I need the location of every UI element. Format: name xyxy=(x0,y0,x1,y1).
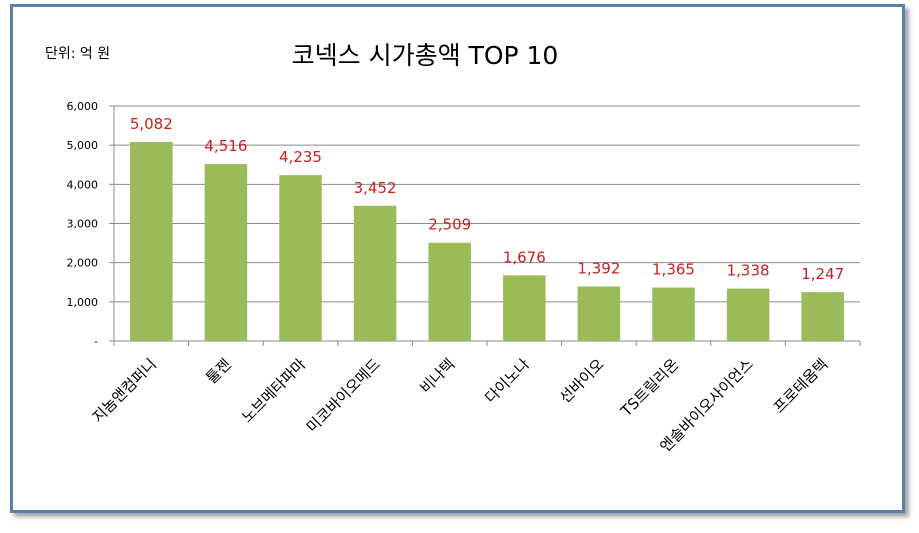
category-label-7: TS트릴리온 xyxy=(617,355,683,421)
bar-9 xyxy=(801,292,844,341)
value-label-6: 1,392 xyxy=(577,259,620,277)
bar-1 xyxy=(204,164,248,341)
y-tick-label-1: 1,000 xyxy=(67,296,99,309)
value-label-4: 2,509 xyxy=(428,216,471,234)
value-label-9: 1,247 xyxy=(801,265,844,283)
y-tick-label-0: - xyxy=(94,335,98,348)
value-label-2: 4,235 xyxy=(279,148,322,166)
y-tick-label-4: 4,000 xyxy=(67,178,99,191)
value-label-7: 1,365 xyxy=(652,261,695,279)
category-label-6: 선바이오 xyxy=(556,355,608,407)
y-tick-label-5: 5,000 xyxy=(67,139,99,152)
category-label-3: 미코바이오메드 xyxy=(303,355,384,436)
category-label-5: 다이노나 xyxy=(481,355,533,407)
category-label-9: 프로테옴텍 xyxy=(770,355,832,417)
bar-7 xyxy=(652,287,695,341)
bar-4 xyxy=(428,242,471,341)
category-label-2: 노브메타파마 xyxy=(238,355,309,426)
y-tick-label-3: 3,000 xyxy=(67,218,99,231)
value-label-8: 1,338 xyxy=(727,262,770,280)
category-label-4: 비나텍 xyxy=(417,355,459,397)
y-tick-label-2: 2,000 xyxy=(67,257,99,270)
bar-6 xyxy=(577,286,621,341)
value-label-3: 3,452 xyxy=(354,179,397,197)
bar-0 xyxy=(130,141,173,341)
bar-8 xyxy=(726,288,770,341)
value-label-0: 5,082 xyxy=(130,115,173,133)
unit-label: 단위: 억 원 xyxy=(45,46,110,62)
category-label-0: 지놈앤컴퍼니 xyxy=(89,355,160,426)
value-label-5: 1,676 xyxy=(503,248,546,266)
value-label-1: 4,516 xyxy=(204,137,247,155)
bar-5 xyxy=(503,275,546,341)
bar-3 xyxy=(353,205,397,341)
bar-2 xyxy=(279,175,322,341)
y-tick-label-6: 6,000 xyxy=(67,100,99,113)
chart-title: 코넥스 시가총액 TOP 10 xyxy=(292,41,559,70)
category-label-1: 툴젠 xyxy=(202,355,234,387)
